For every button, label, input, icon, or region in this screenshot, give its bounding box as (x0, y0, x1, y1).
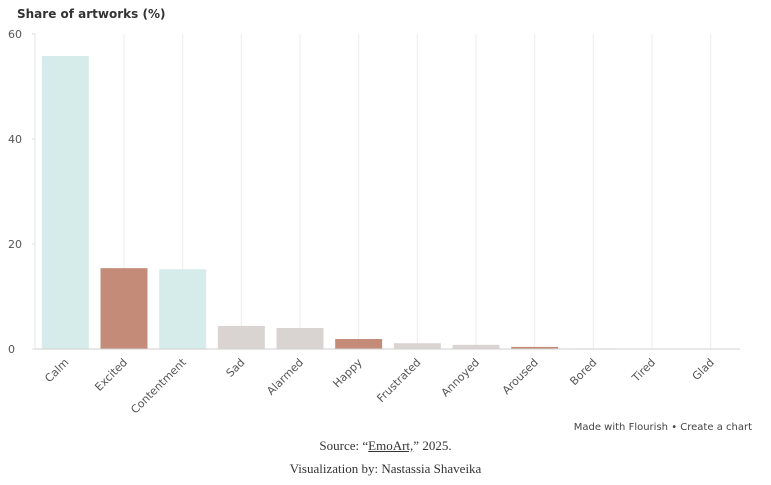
y-tick-label: 40 (8, 133, 22, 146)
credit[interactable]: Made with Flourish (573, 422, 668, 433)
bar (452, 344, 500, 349)
x-tick-label: Frustrated (374, 356, 423, 405)
separator: • (671, 422, 678, 433)
bar (159, 269, 207, 349)
source-suffix: ” 2025. (413, 438, 452, 453)
flourish-credit: Made with Flourish • Create a chart (574, 422, 752, 433)
bar (276, 328, 324, 349)
bar (100, 268, 148, 349)
source-link[interactable]: EmoArt, (368, 438, 414, 453)
x-tick-label: Glad (690, 356, 717, 383)
bar (511, 346, 559, 349)
source-prefix: Source: “ (319, 438, 369, 453)
x-tick-label: Alarmed (264, 356, 306, 398)
chart-title: Share of artworks (%) (17, 7, 165, 21)
x-tick-label: Sad (224, 356, 248, 380)
x-tick-label: Contentment (128, 355, 189, 416)
chart: Share of artworks (%) 0 20 40 60 Calm Excited… (8, 7, 740, 416)
x-tick-label: Happy (330, 356, 365, 391)
source: Source: “EmoArt,” 2025. (0, 438, 771, 454)
x-tick-label: Excited (92, 356, 130, 394)
x-tick-label: Tired (629, 356, 658, 385)
x-tick-label: Calm (42, 356, 71, 385)
y-tick-label: 20 (8, 238, 22, 251)
x-tick-label: Aroused (500, 356, 541, 397)
create-chart[interactable]: Create a chart (680, 422, 752, 433)
bar (217, 325, 265, 349)
y-tick-label: 60 (8, 28, 22, 41)
bar (335, 339, 383, 349)
byline: Visualization by: Nastassia Shaveika (289, 461, 482, 476)
x-tick-label: Annoyed (439, 356, 482, 399)
bar (393, 343, 441, 349)
bar (41, 56, 89, 350)
y-tick-label: 0 (8, 343, 15, 356)
x-tick-label: Bored (567, 356, 599, 388)
